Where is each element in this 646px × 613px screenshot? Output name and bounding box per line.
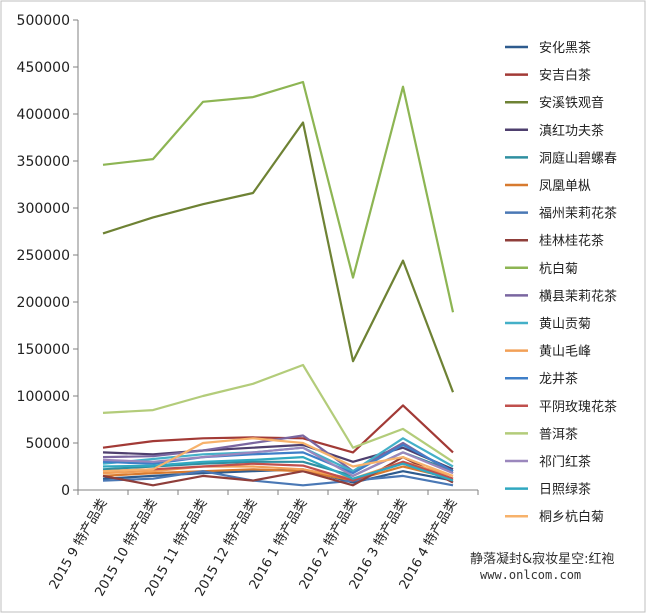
legend-label: 洞庭山碧螺春 xyxy=(539,150,617,166)
y-tick-label: 250000 xyxy=(17,248,70,264)
legend-label: 安溪铁观音 xyxy=(539,95,604,111)
series-line xyxy=(102,446,454,477)
y-tick-label: 100000 xyxy=(17,389,70,405)
legend-label: 龙井茶 xyxy=(539,371,578,387)
legend-label: 普洱茶 xyxy=(539,426,578,442)
y-tick-label: 150000 xyxy=(17,342,70,358)
legend-label: 安化黑茶 xyxy=(539,40,591,56)
series-line xyxy=(102,434,454,475)
series-line xyxy=(102,437,454,477)
y-tick-label: 400000 xyxy=(17,107,70,123)
series-layer xyxy=(102,80,455,487)
series-line xyxy=(102,465,454,482)
series-line xyxy=(102,443,454,475)
legend-label: 杭白菊 xyxy=(539,261,578,277)
y-tick-label: 50000 xyxy=(25,436,70,452)
legend-label: 横县茉莉花茶 xyxy=(539,288,617,304)
legend-label: 黄山贡菊 xyxy=(539,317,591,332)
legend-label: 祁门红茶 xyxy=(539,454,591,470)
y-tick-label: 200000 xyxy=(17,295,70,311)
y-tick-label: 0 xyxy=(61,483,70,499)
y-tick-label: 450000 xyxy=(17,60,70,76)
series-line xyxy=(102,80,455,313)
y-tick-label: 300000 xyxy=(17,201,70,217)
legend-label: 安吉白茶 xyxy=(539,68,591,84)
legend-label: 福州茉莉花茶 xyxy=(539,206,617,222)
y-axis: 0 50000 100000 150000 200000 250000 300000 3500… xyxy=(17,13,79,499)
series-line xyxy=(102,363,454,463)
series-line xyxy=(102,404,454,454)
series-line xyxy=(102,460,454,482)
legend-label: 平阴玫瑰花茶 xyxy=(539,399,617,415)
watermark-url: www.onlcom.com xyxy=(480,568,582,582)
series-line xyxy=(102,470,454,487)
legend-label: 桂林桂花茶 xyxy=(539,233,604,249)
series-line xyxy=(102,456,454,487)
legend-label: 凤凰单枞 xyxy=(539,179,591,194)
legend: 安化黑茶安吉白茶安溪铁观音滇红功夫茶洞庭山碧螺春凤凰单枞福州茉莉花茶桂林桂花茶杭… xyxy=(505,40,617,525)
y-tick-label: 500000 xyxy=(17,13,70,29)
watermark-text: 静落凝封&寂妆星空:红袍 xyxy=(470,552,615,567)
y-tick-label: 350000 xyxy=(17,154,70,170)
legend-label: 桐乡杭白菊 xyxy=(539,509,604,525)
legend-label: 日照绿茶 xyxy=(539,482,591,498)
legend-label: 滇红功夫茶 xyxy=(539,123,604,139)
legend-label: 黄山毛峰 xyxy=(539,345,591,360)
series-line xyxy=(102,121,455,393)
